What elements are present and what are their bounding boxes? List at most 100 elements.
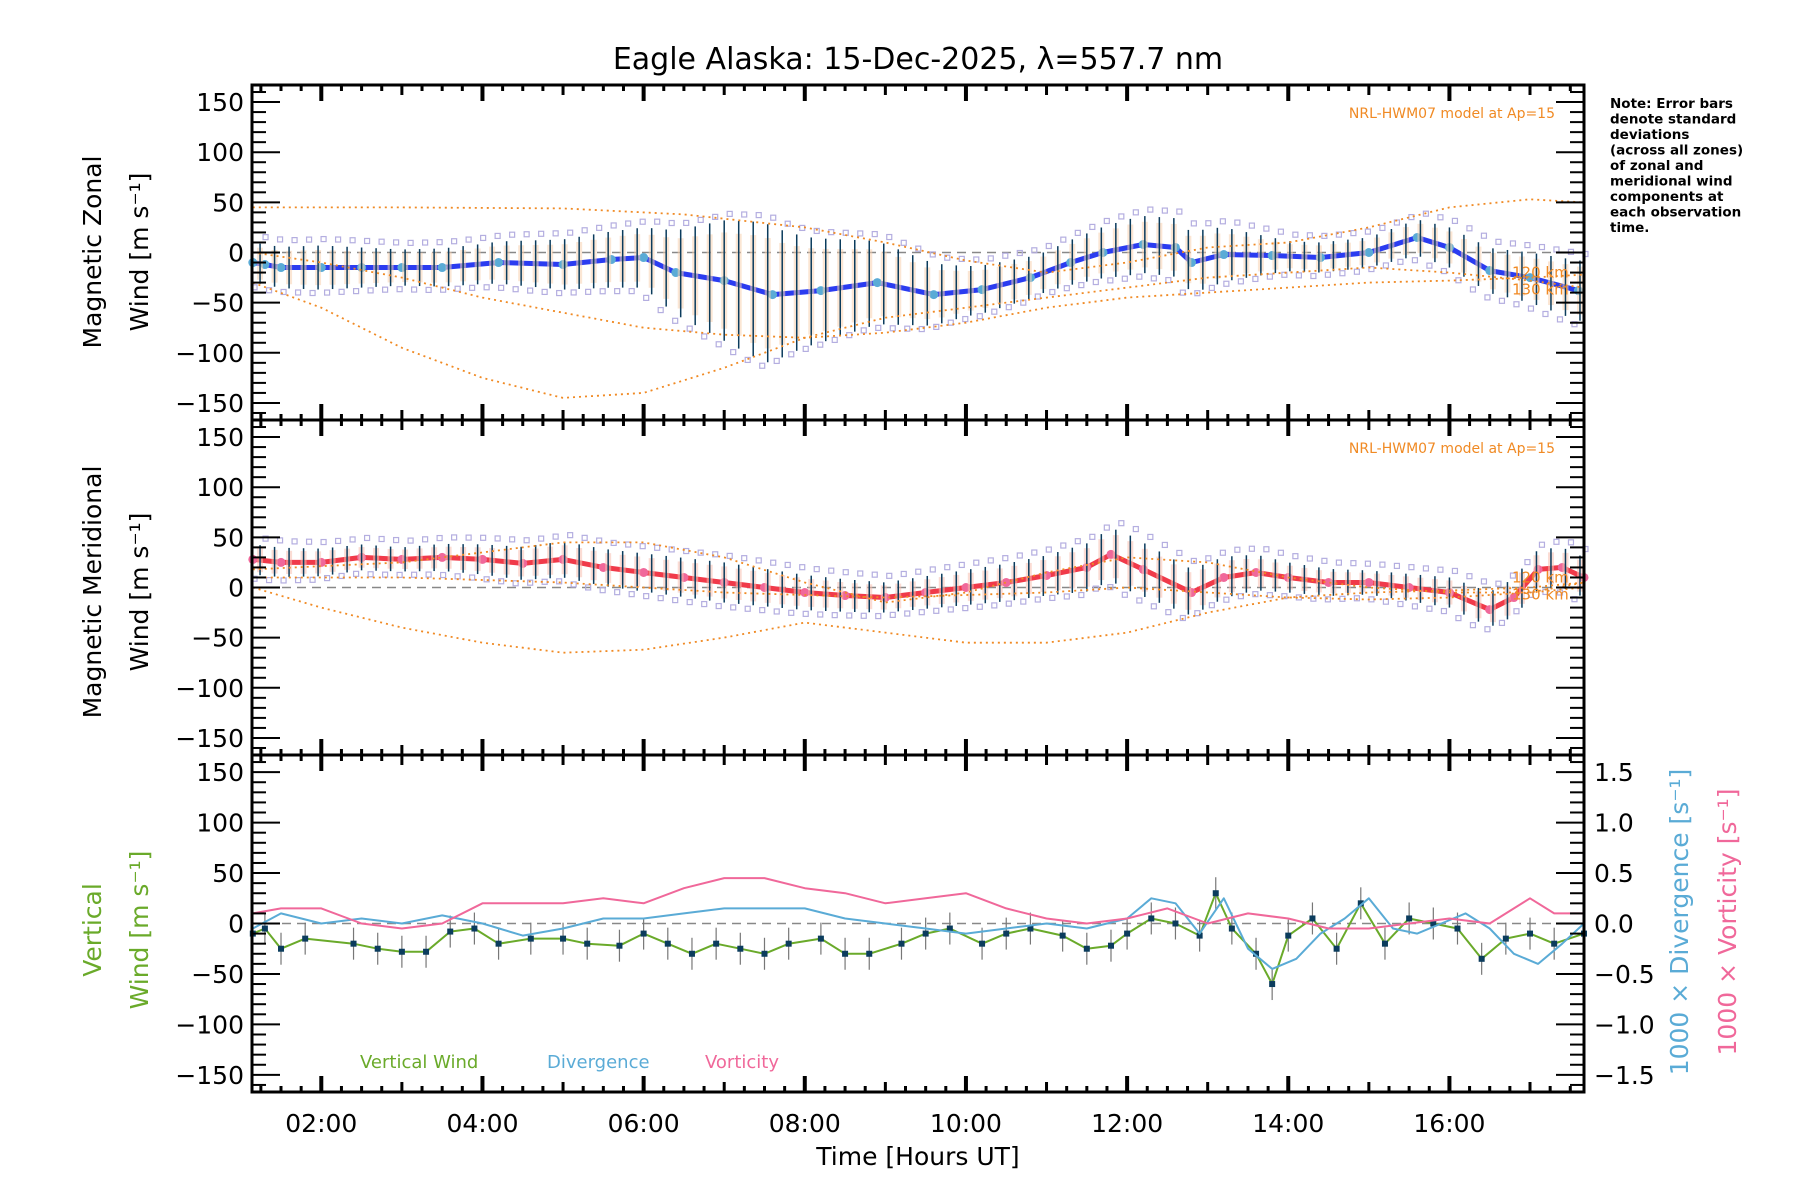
zone-sample-marker: [454, 285, 461, 292]
zone-sample-marker: [1205, 555, 1212, 562]
zone-sample-marker: [904, 325, 911, 332]
note-line: (across all zones): [1610, 143, 1743, 159]
zone-sample-marker: [875, 324, 882, 331]
altitude-label: 130 km: [1512, 281, 1569, 299]
chart-title: Eagle Alaska: 15-Dec-2025, λ=557.7 nm: [613, 42, 1223, 77]
zone-sample-marker: [1165, 609, 1172, 616]
zone-sample-marker: [915, 245, 922, 252]
zone-sample-marker: [1324, 271, 1331, 278]
vertical-wind-point: [1357, 900, 1364, 907]
zone-sample-marker: [1208, 602, 1215, 609]
zone-sample-marker: [828, 567, 835, 574]
zone-sample-marker: [309, 289, 316, 297]
zone-sample-marker: [280, 288, 287, 296]
zone-sample-marker: [1161, 541, 1168, 549]
zone-sample-marker: [1194, 290, 1201, 297]
zone-sample-marker: [1002, 555, 1009, 562]
zone-sample-marker: [1484, 626, 1491, 633]
fit-point: [1219, 572, 1229, 582]
zone-sample-marker: [712, 551, 719, 558]
zone-sample-marker: [628, 591, 635, 598]
vorticity-y2label: 1000 × Vorticity [s⁻¹]: [1713, 789, 1742, 1056]
vertical-wind-point: [584, 940, 591, 947]
zone-sample-marker: [541, 578, 548, 585]
zone-sample-marker: [1176, 549, 1183, 557]
zone-sample-marker: [726, 210, 733, 217]
zone-sample-marker: [276, 236, 284, 243]
zone-sample-marker: [1524, 241, 1531, 249]
x-tick-label: 12:00: [1091, 1109, 1163, 1138]
zone-sample-marker: [668, 219, 675, 227]
zone-sample-marker: [567, 229, 574, 236]
zone-sample-marker: [552, 533, 559, 540]
zone-sample-marker: [1321, 557, 1328, 564]
zone-sample-marker: [1397, 258, 1404, 265]
zone-sample-marker: [352, 288, 360, 295]
zone-sample-marker: [987, 557, 994, 564]
vertical-wind-point: [898, 940, 905, 947]
zone-sample-marker: [581, 227, 588, 234]
vertical-wind-point: [1333, 945, 1340, 952]
zone-sample-marker: [1074, 229, 1081, 236]
vertical-wind-point: [817, 935, 824, 942]
zone-sample-marker: [1480, 232, 1488, 239]
note-line: each observation: [1610, 205, 1741, 221]
vertical-wind-point: [761, 950, 768, 957]
zone-sample-marker: [392, 536, 400, 544]
note-line: meridional wind: [1610, 174, 1733, 190]
y-tick-label: −100: [175, 1010, 244, 1039]
note-line: time.: [1610, 220, 1649, 236]
zone-sample-marker: [585, 288, 592, 295]
zone-sample-marker: [1005, 304, 1012, 311]
x-tick-label: 06:00: [608, 1109, 680, 1138]
vertical-panel: 150 100 50 0 −50 −100 −150 1.5 1.0 0.5 0.0 −0.5 −1.0…: [175, 753, 1655, 1094]
zone-sample-marker: [599, 587, 606, 594]
zone-sample-marker: [1379, 224, 1386, 232]
zone-sample-marker: [407, 537, 414, 544]
y2-tick-label: −0.5: [1594, 960, 1655, 989]
zone-sample-marker: [784, 561, 791, 569]
zone-sample-marker: [991, 602, 998, 609]
zone-sample-marker: [1553, 538, 1560, 545]
zone-sample-marker: [1049, 594, 1056, 602]
zone-sample-marker: [265, 576, 273, 584]
zone-sample-marker: [1031, 247, 1038, 254]
zone-sample-marker: [1248, 222, 1255, 229]
vertical-wind-point: [1228, 925, 1235, 932]
zone-sample-marker: [672, 596, 679, 604]
zone-sample-marker: [744, 605, 751, 612]
zone-sample-marker: [1368, 265, 1375, 273]
vertical-wind-point: [1196, 932, 1203, 939]
note-line: denote standard: [1610, 112, 1736, 128]
zone-sample-marker: [381, 286, 389, 293]
zone-sample-marker: [1147, 533, 1154, 541]
zone-sample-marker: [454, 573, 461, 580]
model-curve: [252, 541, 1585, 604]
zone-sample-marker: [639, 543, 646, 550]
zone-sample-marker: [900, 239, 907, 246]
model-label: NRL-HWM07 model at Ap=15: [1349, 106, 1555, 122]
fit-point: [1364, 248, 1374, 257]
zone-sample-marker: [1277, 549, 1284, 556]
zone-sample-marker: [987, 255, 994, 262]
zone-sample-marker: [1078, 591, 1085, 599]
zone-sample-marker: [523, 537, 530, 544]
vertical-wind-point: [866, 950, 873, 957]
y-tick-label: −50: [191, 624, 244, 653]
zone-sample-marker: [483, 284, 490, 291]
zone-sample-marker: [436, 534, 443, 542]
zone-sample-marker: [1266, 592, 1273, 599]
zone-sample-marker: [657, 595, 664, 602]
zone-sample-marker: [323, 289, 331, 296]
y-tick-label: 150: [196, 88, 244, 117]
zone-sample-marker: [697, 216, 704, 224]
zone-sample-marker: [1509, 240, 1517, 247]
zone-sample-marker: [1408, 564, 1415, 571]
vertical-wind-point: [842, 950, 849, 957]
zone-sample-marker: [276, 537, 284, 544]
zone-sample-marker: [962, 315, 969, 323]
zone-sample-marker: [643, 294, 650, 301]
zone-sample-marker: [1495, 238, 1502, 245]
y-tick-label: 150: [196, 758, 244, 787]
zone-sample-marker: [1263, 546, 1270, 553]
